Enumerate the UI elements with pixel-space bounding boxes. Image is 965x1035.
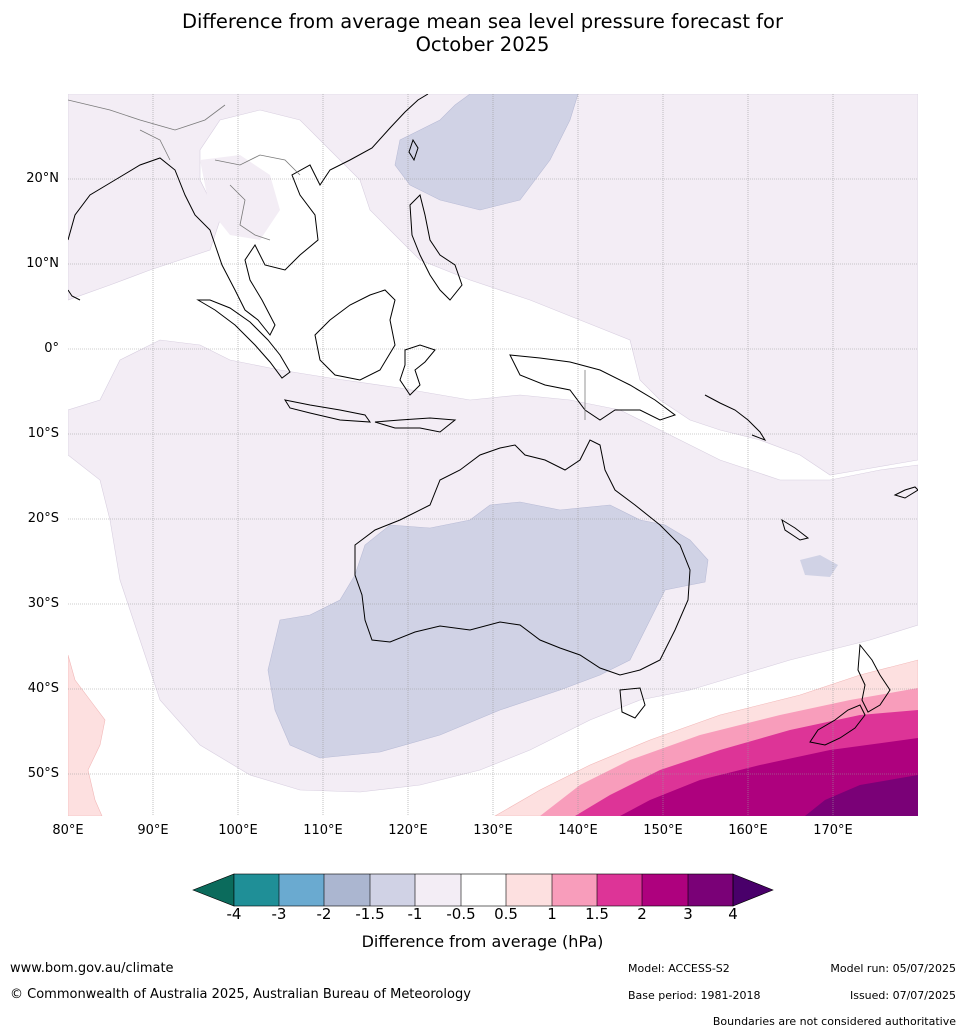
anomaly-region-minus1.5-australia (267, 501, 709, 759)
colorbar-tick: 1.5 (585, 905, 609, 923)
coastlines (68, 94, 918, 746)
colorbar-extend-high (732, 873, 774, 907)
coastline-new-zealand-north (857, 643, 891, 713)
lat-tick-40s: 40°S (27, 681, 59, 696)
coastline-solomon-islands (704, 394, 767, 442)
lat-tick-0: 0° (44, 341, 59, 356)
model-text: Model: ACCESS-S2 (628, 962, 730, 975)
lat-tick-50s: 50°S (27, 766, 59, 781)
disclaimer-text: Boundaries are not considered authoritat… (712, 1015, 956, 1028)
anomaly-region-minus1.5-north (394, 94, 579, 211)
colorbar-tick: -1.5 (355, 905, 385, 923)
lon-tick-140e: 140°E (558, 823, 598, 838)
lon-tick-120e: 120°E (388, 823, 428, 838)
coastline-new-caledonia (781, 518, 810, 541)
coastline-australia (354, 439, 691, 676)
colorbar-tick: 0.5 (494, 905, 518, 923)
lon-tick-170e: 170°E (813, 823, 853, 838)
map-title-line1: Difference from average mean sea level p… (182, 10, 783, 33)
lon-tick-130e: 130°E (473, 823, 513, 838)
website-link[interactable]: www.bom.gov.au/climate (10, 961, 174, 976)
colorbar-swatch-1-1.5 (552, 874, 597, 906)
colorbar-swatch-neg1.5-neg1 (370, 874, 415, 906)
lat-tick-20n: 20°N (26, 171, 59, 186)
base-period-text: Base period: 1981-2018 (628, 989, 761, 1002)
coastline-india (68, 289, 81, 301)
lon-tick-80e: 80°E (52, 823, 84, 838)
colorbar-tick: 4 (728, 905, 738, 923)
coastline-sulawesi (399, 344, 436, 396)
colorbar-swatch-1.5-2 (597, 874, 642, 906)
anomaly-region-plus3 (805, 775, 918, 816)
issued-text: Issued: 07/07/2025 (849, 989, 956, 1002)
colorbar-label: Difference from average (hPa) (361, 932, 604, 951)
colorbar-swatch-neutral (461, 874, 506, 906)
pressure-anomaly-map (68, 94, 918, 816)
coastline-asia (68, 94, 429, 336)
map-title: Difference from average mean sea level p… (0, 10, 965, 56)
coastline-fiji (893, 486, 918, 499)
colorbar-tick: -1 (407, 905, 423, 923)
coastline-java (283, 399, 372, 423)
lon-tick-150e: 150°E (643, 823, 683, 838)
coastline-new-guinea (509, 354, 677, 421)
coastline-philippines (409, 194, 463, 301)
model-run-text: Model run: 05/07/2025 (830, 962, 956, 975)
coastline-lesser-sunda (374, 417, 457, 433)
coastline-sumatra (196, 299, 291, 379)
map-title-line2: October 2025 (415, 33, 550, 56)
lon-tick-110e: 110°E (303, 823, 343, 838)
lat-tick-10s: 10°S (27, 426, 59, 441)
lon-tick-100e: 100°E (218, 823, 258, 838)
lat-tick-10n: 10°N (26, 256, 59, 271)
gridlines (68, 94, 918, 816)
colorbar-swatch-neg4-neg3 (234, 874, 279, 906)
lon-tick-90e: 90°E (137, 823, 169, 838)
anomaly-region-minus1-small (200, 155, 280, 240)
colorbar-tick: 3 (683, 905, 693, 923)
colorbar-tick: -4 (226, 905, 242, 923)
colorbar-swatch-0.5-1 (506, 874, 552, 906)
copyright-text: © Commonwealth of Australia 2025, Austra… (10, 987, 471, 1002)
colorbar-tick: 2 (637, 905, 647, 923)
country-boundaries (68, 99, 586, 420)
colorbar-swatch-2-3 (642, 874, 688, 906)
colorbar-swatch-neg3-neg2 (279, 874, 324, 906)
lat-tick-30s: 30°S (27, 596, 59, 611)
lat-tick-20s: 20°S (27, 511, 59, 526)
coastline-borneo (314, 289, 396, 381)
colorbar-swatch-neg2-neg1.5 (324, 874, 370, 906)
colorbar-tick: 1 (547, 905, 557, 923)
anomaly-region-minus1.5-small (800, 555, 838, 577)
colorbar-extend-low (192, 873, 235, 907)
coastline-tasmania (619, 687, 646, 719)
colorbar-swatch-3-4 (688, 874, 733, 906)
colorbar-swatch-neg1-neg0.5 (415, 874, 461, 906)
lon-tick-160e: 160°E (728, 823, 768, 838)
colorbar-tick: -2 (316, 905, 332, 923)
colorbar-tick: -0.5 (446, 905, 476, 923)
anomaly-region-plus0.5-southwest (68, 654, 106, 816)
colorbar-tick: -3 (271, 905, 287, 923)
coastline-new-zealand-south (809, 704, 866, 746)
coastline-taiwan (408, 138, 419, 162)
